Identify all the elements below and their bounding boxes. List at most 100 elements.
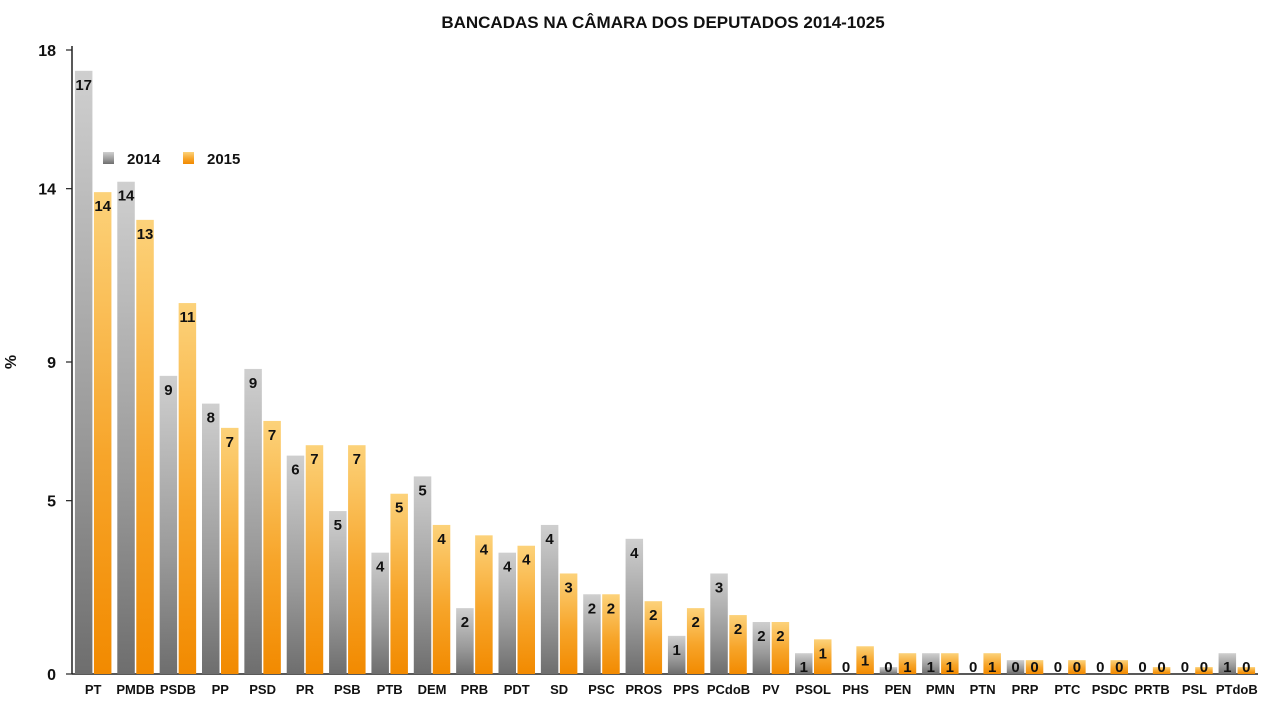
bar-2014-PMN (922, 653, 940, 674)
bar-2014-PROS (625, 538, 644, 674)
data-label: 11 (179, 309, 195, 326)
data-label: 0 (1138, 659, 1146, 676)
bar-2015-PSOL (814, 639, 832, 674)
x-tick-label: PSOL (796, 682, 831, 697)
bar-2014-PP (202, 403, 220, 674)
bar-2015-PV (771, 622, 790, 674)
data-label: 2 (692, 614, 700, 631)
x-tick-label: PSC (588, 682, 615, 697)
data-label: 3 (715, 579, 723, 596)
bar-2015-PRTB (1152, 667, 1171, 674)
data-label: 7 (226, 434, 234, 451)
data-label: 2 (607, 600, 615, 617)
legend-label-2015: 2015 (207, 151, 240, 168)
data-label: 0 (969, 659, 977, 676)
legend: 2014 2015 (103, 151, 240, 168)
x-tick-label: PTN (970, 682, 996, 697)
bar-2015-PRB (475, 535, 493, 674)
data-label: 0 (1030, 659, 1038, 676)
data-label: 2 (588, 600, 596, 617)
x-tick-label: PTB (377, 682, 403, 697)
data-label: 1 (819, 645, 827, 662)
bar-2014-PSD (244, 368, 262, 674)
data-label: 4 (480, 541, 489, 558)
data-label: 1 (946, 659, 954, 676)
data-label: 0 (1096, 659, 1104, 676)
x-tick-label: PPS (673, 682, 699, 697)
data-label: 1 (927, 659, 935, 676)
y-axis-label: % (3, 355, 20, 369)
data-label: 9 (164, 382, 172, 399)
data-label: 2 (649, 607, 657, 624)
bar-2015-DEM (432, 524, 451, 674)
bar-2014-DEM (413, 476, 432, 674)
bar-2014-PR (286, 455, 305, 674)
data-label: 0 (842, 659, 850, 676)
bar-2014-PMDB (117, 181, 135, 674)
bar-2015-PP (221, 427, 239, 674)
data-label: 0 (1054, 659, 1062, 676)
y-tick-label: 5 (47, 494, 56, 511)
data-label: 1 (988, 659, 996, 676)
chart-title: BANCADAS NA CÂMARA DOS DEPUTADOS 2014-10… (441, 13, 884, 32)
data-label: 7 (310, 451, 318, 468)
bar-2014-PSDB (159, 375, 178, 674)
y-tick-label: 9 (47, 355, 56, 372)
y-tick-label: 18 (38, 43, 56, 60)
bar-2015-PROS (644, 601, 663, 674)
data-label: 0 (1157, 659, 1165, 676)
bar-2015-PR (305, 445, 324, 674)
bar-2015-PSDB (178, 303, 197, 674)
data-label: 4 (503, 559, 512, 576)
bar-2015-PPS (686, 608, 705, 674)
bar-2015-PRP (1025, 660, 1044, 674)
data-label: 2 (757, 628, 765, 645)
x-tick-label: PTdoB (1216, 682, 1258, 697)
legend-swatch-2015 (183, 152, 194, 164)
x-tick-label: PEN (885, 682, 912, 697)
bar-2014-PTB (371, 552, 389, 674)
x-tick-label: PT (85, 682, 102, 697)
x-tick-label: PCdoB (707, 682, 750, 697)
bar-2014-PPS (667, 635, 686, 674)
x-tick-label: PROS (625, 682, 662, 697)
data-label: 0 (1181, 659, 1189, 676)
data-label: 0 (884, 659, 892, 676)
bar-2015-PDT (517, 545, 535, 674)
data-label: 1 (673, 642, 681, 659)
data-label: 7 (268, 427, 276, 444)
data-label: 4 (545, 531, 554, 548)
x-tick-label: PSD (249, 682, 276, 697)
bar-2015-PTN (983, 653, 1001, 674)
bar-2014-PSOL (795, 653, 813, 674)
x-tick-label: PSL (1182, 682, 1207, 697)
x-tick-label: PDT (504, 682, 530, 697)
bar-2014-PV (752, 622, 771, 674)
bar-2015-PT (93, 192, 112, 674)
bar-2014-PSB (329, 511, 347, 674)
bar-2015-PTB (390, 493, 408, 674)
bar-2015-PSB (348, 445, 366, 674)
x-tick-label: PSDC (1092, 682, 1129, 697)
y-tick-label: 0 (47, 667, 56, 684)
x-tick-label: PRP (1012, 682, 1039, 697)
data-label: 4 (522, 552, 531, 569)
bar-2015-PTdoB (1237, 667, 1256, 674)
data-label: 0 (1073, 659, 1081, 676)
data-label: 4 (376, 559, 385, 576)
bar-2014-SD (540, 524, 559, 674)
data-label: 2 (734, 621, 742, 638)
x-tick-label: PSB (334, 682, 361, 697)
x-tick-label: PP (212, 682, 230, 697)
bar-2015-PSC (602, 594, 620, 674)
x-tick-label: PMN (926, 682, 955, 697)
x-tick-label: PHS (842, 682, 869, 697)
x-tick-label: PSDB (160, 682, 196, 697)
x-tick-label: PRB (461, 682, 488, 697)
data-label: 1 (903, 659, 911, 676)
data-label: 0 (1115, 659, 1123, 676)
data-label: 1 (800, 659, 808, 676)
bar-2014-PSC (583, 594, 601, 674)
x-tick-label: PMDB (116, 682, 154, 697)
